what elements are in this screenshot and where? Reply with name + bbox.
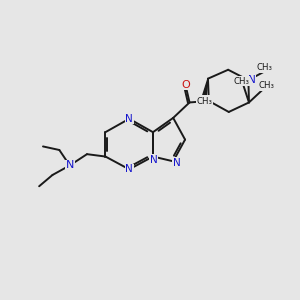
Text: N: N [125,164,133,174]
Text: N: N [173,158,181,168]
Text: N: N [66,160,74,170]
Text: CH₃: CH₃ [196,97,212,106]
Text: N: N [248,75,256,85]
Text: CH₃: CH₃ [259,81,275,90]
Text: O: O [182,80,190,90]
Text: N: N [150,155,158,165]
Text: N: N [201,96,209,106]
Text: CH₃: CH₃ [233,77,249,86]
Polygon shape [202,79,208,96]
Text: CH₃: CH₃ [257,63,273,72]
Text: N: N [125,114,133,124]
